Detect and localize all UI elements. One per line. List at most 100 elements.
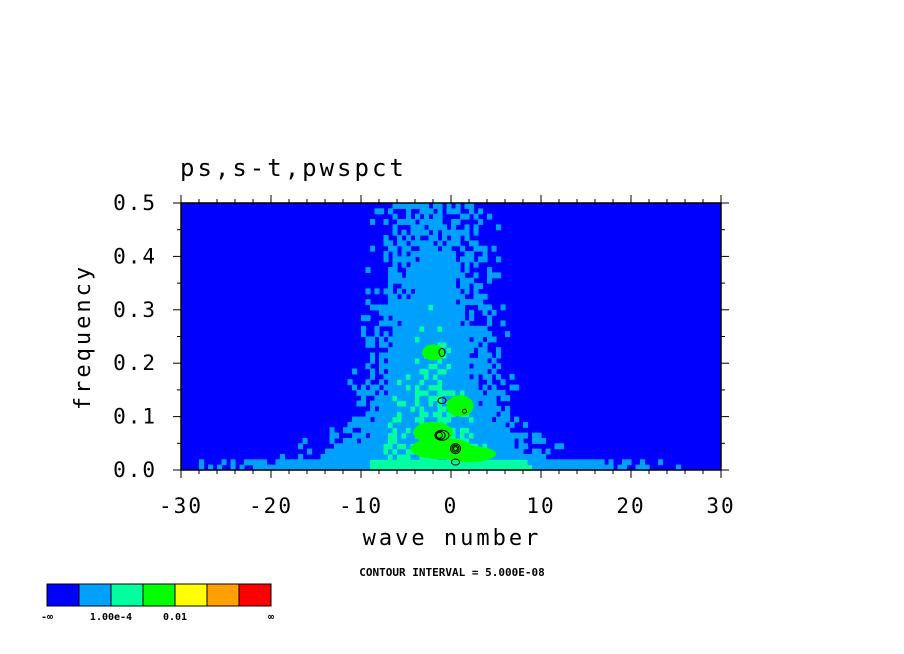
field-cell bbox=[518, 437, 524, 444]
field-cell bbox=[397, 203, 403, 209]
field-cell bbox=[410, 384, 416, 391]
field-cell bbox=[469, 459, 475, 466]
field-cell bbox=[496, 437, 502, 444]
field-cell bbox=[401, 453, 407, 460]
field-cell bbox=[388, 304, 394, 311]
field-cell bbox=[482, 293, 488, 300]
field-cell bbox=[478, 411, 484, 418]
field-cell bbox=[469, 240, 475, 247]
field-cell bbox=[388, 267, 394, 274]
field-cell bbox=[338, 464, 344, 471]
field-cell bbox=[410, 368, 416, 375]
field-cell bbox=[419, 325, 425, 332]
field-cell bbox=[482, 384, 488, 391]
field-cell bbox=[455, 464, 461, 471]
field-cell bbox=[514, 416, 520, 423]
field-cell bbox=[392, 309, 398, 316]
field-cell bbox=[617, 464, 623, 471]
field-cell bbox=[455, 235, 461, 241]
field-cell bbox=[428, 283, 434, 290]
field-cell bbox=[392, 293, 398, 300]
field-cell bbox=[401, 368, 407, 375]
field-cell bbox=[397, 400, 403, 407]
field-cell bbox=[415, 309, 421, 316]
field-cell bbox=[419, 368, 425, 375]
field-cell bbox=[388, 448, 394, 455]
field-cell bbox=[469, 315, 475, 322]
field-cell bbox=[365, 443, 371, 450]
field-cell bbox=[473, 427, 479, 434]
field-cell bbox=[383, 448, 389, 455]
field-cell bbox=[487, 411, 493, 418]
field-cell bbox=[455, 331, 461, 338]
field-cell bbox=[446, 325, 452, 332]
field-cell bbox=[424, 405, 430, 412]
field-cell bbox=[437, 389, 443, 396]
field-cell bbox=[410, 283, 416, 290]
field-cell bbox=[491, 400, 497, 407]
x-tick-label: 20 bbox=[616, 494, 645, 518]
colorbar-swatch bbox=[78, 583, 112, 607]
field-cell bbox=[509, 384, 515, 391]
field-cell bbox=[392, 299, 398, 306]
field-cell bbox=[473, 459, 479, 466]
field-cell bbox=[388, 357, 394, 364]
field-cell bbox=[478, 459, 484, 466]
field-cell bbox=[455, 325, 461, 332]
field-cell bbox=[559, 443, 565, 450]
field-cell bbox=[298, 464, 304, 471]
field-cell bbox=[451, 389, 457, 396]
field-cell bbox=[370, 336, 376, 343]
field-cell bbox=[451, 251, 457, 257]
field-cell bbox=[392, 277, 398, 284]
field-cell bbox=[482, 363, 488, 370]
field-cell bbox=[464, 256, 470, 263]
field-cell bbox=[352, 416, 358, 423]
field-cell bbox=[433, 405, 439, 412]
contour-interval-note: CONTOUR INTERVAL = 5.000E-08 bbox=[359, 566, 544, 579]
field-cell bbox=[586, 464, 592, 471]
field-cell bbox=[482, 245, 488, 252]
field-cell bbox=[473, 400, 479, 407]
field-cell bbox=[419, 341, 425, 348]
field-cell bbox=[410, 299, 416, 306]
field-cell bbox=[383, 443, 389, 450]
field-cell bbox=[455, 240, 461, 247]
field-cell bbox=[451, 352, 457, 359]
field-cell bbox=[478, 443, 484, 450]
field-cell bbox=[460, 421, 466, 428]
field-cell bbox=[334, 448, 340, 455]
field-cell bbox=[410, 331, 416, 338]
field-cell bbox=[280, 464, 286, 471]
field-cell bbox=[460, 389, 466, 396]
field-cell bbox=[527, 464, 533, 471]
field-cell bbox=[500, 448, 506, 455]
field-cell bbox=[473, 213, 479, 220]
field-cell bbox=[460, 427, 466, 434]
field-cell bbox=[424, 341, 430, 348]
field-cell bbox=[419, 267, 425, 274]
field-cell bbox=[460, 229, 466, 236]
field-cell bbox=[352, 459, 358, 466]
field-cell bbox=[419, 288, 425, 295]
field-cell bbox=[437, 315, 443, 322]
field-cell bbox=[640, 459, 646, 466]
field-cell bbox=[446, 272, 452, 279]
field-cell bbox=[577, 464, 583, 471]
field-cell bbox=[424, 213, 430, 220]
field-cell bbox=[514, 464, 520, 471]
field-cell bbox=[451, 464, 457, 471]
field-cell bbox=[509, 443, 515, 450]
field-cell bbox=[383, 309, 389, 316]
field-cell bbox=[370, 368, 376, 375]
field-cell bbox=[428, 405, 434, 412]
field-cell bbox=[554, 443, 560, 450]
field-cell bbox=[406, 304, 412, 311]
field-cell bbox=[599, 464, 605, 471]
field-cell bbox=[460, 272, 466, 279]
field-cell bbox=[374, 427, 380, 434]
field-cell bbox=[401, 219, 407, 225]
field-cell bbox=[451, 320, 457, 327]
field-cell bbox=[424, 379, 430, 386]
field-cell bbox=[424, 272, 430, 279]
